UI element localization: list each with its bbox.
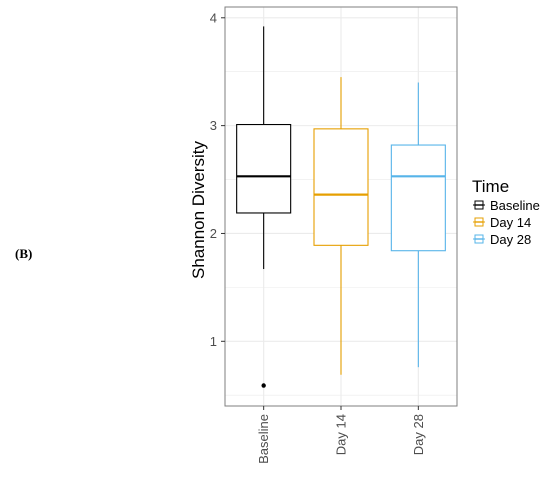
iqr-box — [390, 144, 446, 252]
iqr-box — [236, 123, 292, 214]
legend-label: Day 14 — [490, 215, 531, 230]
box-baseline — [236, 26, 292, 388]
y-tick-label: 3 — [210, 118, 217, 133]
legend-entry-day-14: Day 14 — [473, 215, 531, 230]
y-axis: 1 2 3 4 — [210, 10, 225, 349]
box-day-14 — [313, 77, 369, 375]
legend-label: Day 28 — [490, 232, 531, 247]
outlier-point — [261, 383, 266, 388]
legend-label: Baseline — [490, 198, 540, 213]
legend-entry-baseline: Baseline — [473, 198, 540, 213]
box-day-28 — [390, 82, 446, 368]
legend-title: Time — [472, 177, 509, 196]
x-tick-label: Day 28 — [411, 414, 426, 455]
boxes-layer — [236, 26, 446, 388]
legend-entry-day-28: Day 28 — [473, 232, 531, 247]
legend: Time Baseline Day 14 Day 28 — [472, 177, 540, 247]
x-tick-label: Baseline — [256, 414, 271, 464]
y-tick-label: 2 — [210, 226, 217, 241]
y-tick-label: 1 — [210, 334, 217, 349]
x-axis: Baseline Day 14 Day 28 — [256, 406, 426, 464]
panel-label: (B) — [15, 246, 32, 261]
y-axis-title: Shannon Diversity — [189, 141, 208, 279]
iqr-box — [313, 128, 369, 246]
legend-entries: Baseline Day 14 Day 28 — [473, 198, 540, 247]
x-tick-label: Day 14 — [334, 414, 349, 455]
y-tick-label: 4 — [210, 10, 217, 25]
